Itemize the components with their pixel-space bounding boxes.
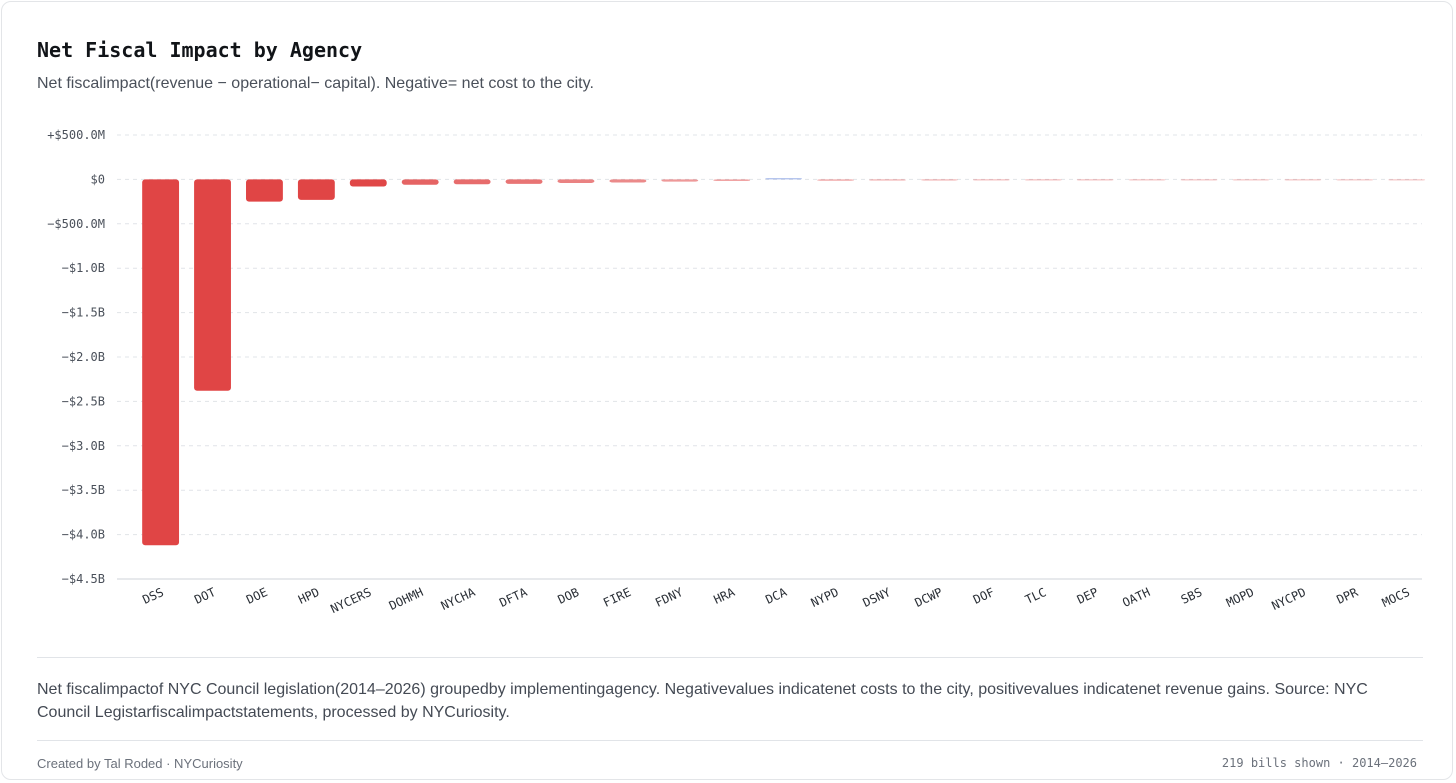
bar-dob	[557, 179, 595, 183]
x-tick-label: SBS	[1179, 585, 1205, 607]
y-tick-label: −$1.0B	[62, 261, 105, 275]
x-tick-label: DOB	[556, 585, 582, 607]
bar-tlc	[1024, 179, 1062, 181]
x-tick-label: NYPD	[809, 585, 841, 610]
x-tick-label: NYCERS	[328, 585, 373, 616]
x-tick-label: DFTA	[497, 585, 530, 610]
x-tick-label: DCWP	[913, 585, 945, 610]
bar-dohmh	[401, 179, 439, 185]
x-tick-label: DOT	[192, 585, 218, 607]
y-tick-label: −$3.0B	[62, 439, 105, 453]
bar-nycpd	[1284, 179, 1322, 181]
y-tick-label: −$2.0B	[62, 350, 105, 364]
bar-dfta	[505, 179, 543, 184]
x-tick-label: DPR	[1334, 585, 1360, 607]
x-tick-label: MOCS	[1380, 585, 1412, 610]
divider-top	[37, 657, 1423, 658]
y-tick-label: −$3.5B	[62, 483, 105, 497]
x-tick-label: FDNY	[653, 585, 686, 610]
bar-dcwp	[920, 179, 958, 181]
footnote: Net fiscalimpactof NYC Council legislati…	[37, 681, 1368, 721]
chart-title: Net Fiscal Impact by Agency	[37, 38, 363, 62]
bar-dep	[1076, 179, 1114, 181]
bar-nypd	[817, 179, 854, 181]
x-tick-label: DOE	[244, 585, 270, 607]
x-tick-label: OATH	[1120, 585, 1152, 610]
bar-nycha	[453, 179, 491, 185]
bar-hra	[713, 179, 751, 181]
y-tick-label: −$4.0B	[62, 528, 105, 542]
x-tick-label: DEP	[1075, 585, 1101, 607]
x-tick-label: HRA	[711, 585, 737, 607]
x-tick-label: DSS	[140, 585, 166, 607]
x-tick-label: DOHMH	[387, 585, 426, 613]
x-tick-label: HPD	[296, 585, 322, 607]
x-tick-label: NYCPD	[1269, 585, 1308, 613]
x-tick-label: TLC	[1023, 585, 1049, 607]
bar-dss	[142, 179, 180, 546]
bar-doe	[246, 179, 283, 202]
bar-fdny	[661, 179, 699, 182]
divider-bottom	[37, 740, 1423, 741]
y-tick-label: −$4.5B	[62, 572, 105, 586]
y-tick-label: +$500.0M	[47, 128, 105, 142]
bar-mocs	[1388, 179, 1426, 181]
bar-dpr	[1336, 179, 1374, 181]
x-tick-label: FIRE	[601, 585, 633, 610]
y-tick-label: −$500.0M	[47, 217, 105, 231]
y-tick-label: −$2.5B	[62, 394, 105, 408]
bar-mopd	[1232, 179, 1270, 181]
x-tick-label: MOPD	[1224, 585, 1256, 610]
credit-text: Created by Tal Roded · NYCuriosity	[37, 756, 243, 771]
y-tick-label: $0	[91, 172, 105, 186]
bar-dof	[972, 179, 1010, 181]
chart-subtitle: Net fiscalimpact(revenue − operational− …	[37, 75, 594, 92]
meta-text: 219 bills shown · 2014–2026	[1221, 756, 1417, 770]
bar-nycers	[349, 179, 387, 187]
bar-dca	[765, 178, 803, 180]
bar-sbs	[1180, 179, 1218, 181]
bar-dot	[194, 179, 231, 391]
x-tick-label: NYCHA	[439, 585, 478, 613]
y-tick-label: −$1.5B	[62, 306, 105, 320]
bar-hpd	[297, 179, 335, 200]
bar-fire	[609, 179, 647, 183]
x-tick-label: DOF	[971, 585, 997, 607]
x-tick-label: DCA	[763, 585, 789, 607]
bar-chart: +$500.0M $0 −$500.0M −$1.0B −$1.5B −$2.0B −$2.…	[47, 128, 1426, 616]
bar-dsny	[869, 179, 906, 181]
bar-oath	[1128, 179, 1166, 181]
x-tick-label: DSNY	[861, 585, 894, 610]
